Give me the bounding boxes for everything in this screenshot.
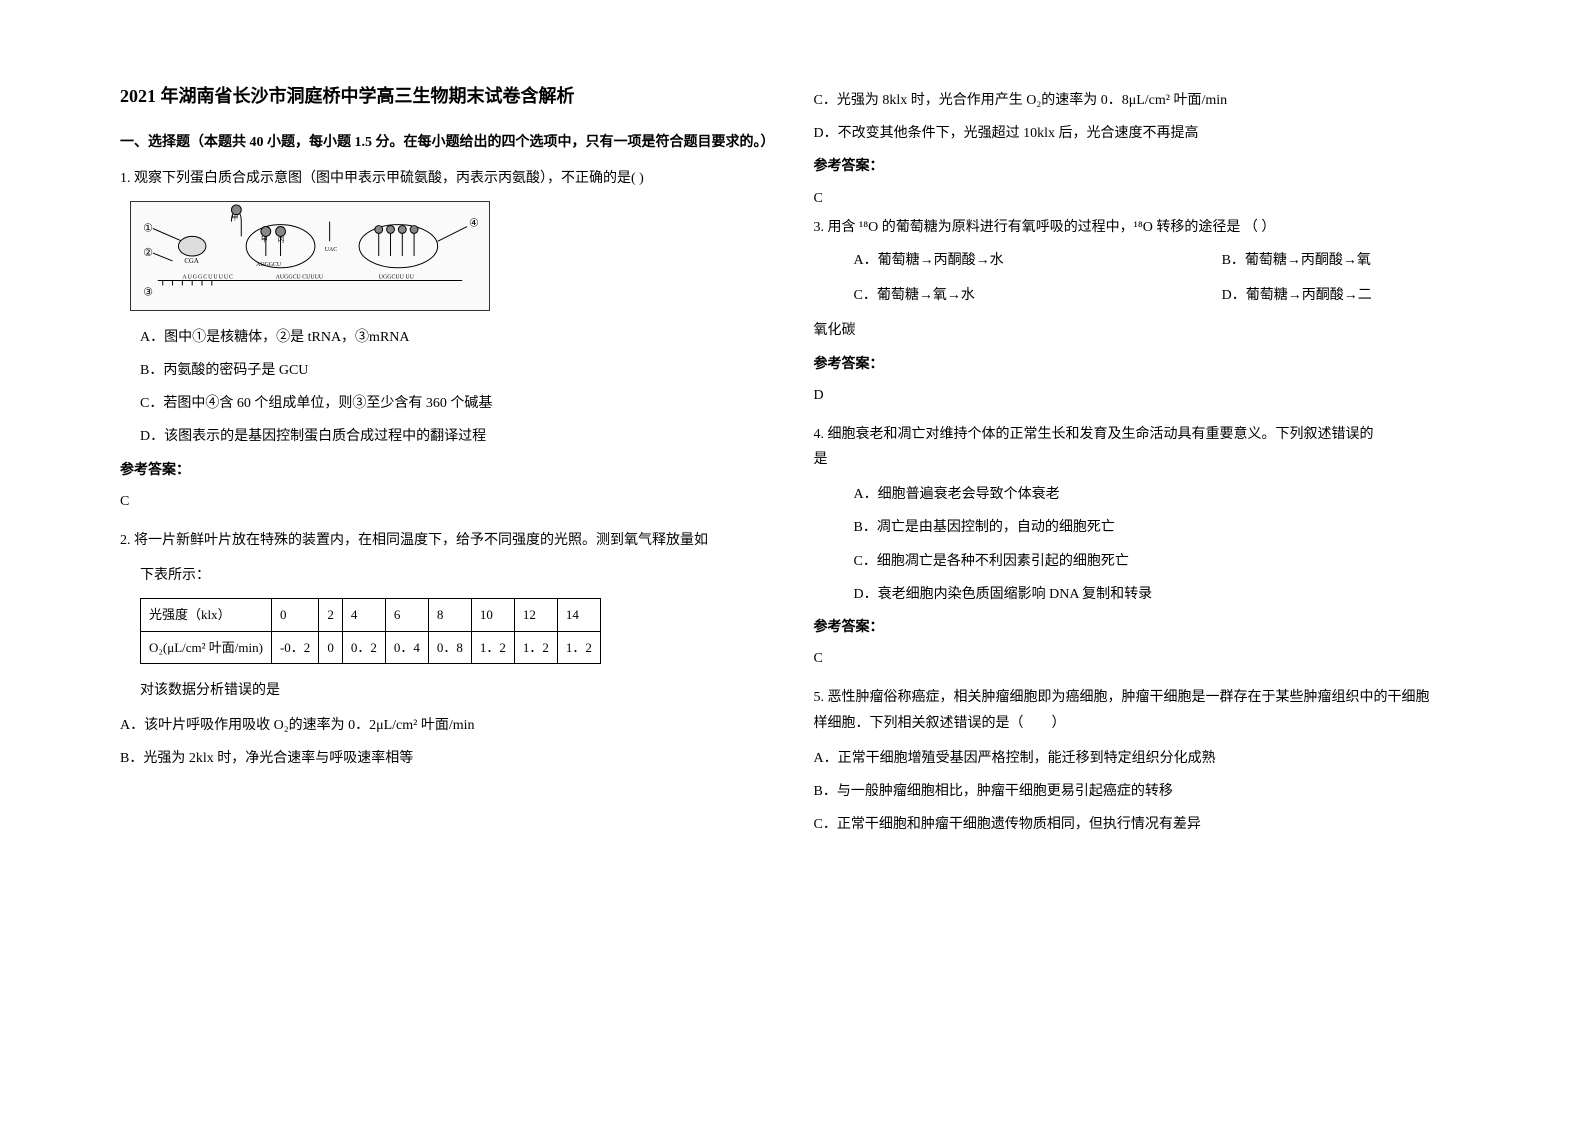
table-row: O₂(μL/cm² 叶面/min) -0．2 0 0．2 0．4 0．8 1．2… bbox=[141, 631, 601, 663]
table-cell: -0．2 bbox=[271, 631, 318, 663]
q4-text-2: 是 bbox=[814, 447, 1468, 472]
question-5: 5. 恶性肿瘤俗称癌症，相关肿瘤细胞即为癌细胞，肿瘤干细胞是一群存在于某些肿瘤组… bbox=[814, 685, 1468, 837]
table-cell: O₂(μL/cm² 叶面/min) bbox=[141, 631, 272, 663]
q1-option-d: D．该图表示的是基因控制蛋白质合成过程中的翻译过程 bbox=[140, 424, 774, 449]
question-4: 4. 细胞衰老和凋亡对维持个体的正常生长和发育及生命活动具有重要意义。下列叙述错… bbox=[814, 422, 1468, 672]
q2-answer: C bbox=[814, 186, 1468, 211]
table-cell: 2 bbox=[319, 599, 343, 631]
table-row: 光强度（klx） 0 2 4 6 8 10 12 14 bbox=[141, 599, 601, 631]
q1-option-a: A．图中①是核糖体，②是 tRNA，③mRNA bbox=[140, 325, 774, 350]
table-cell: 1．2 bbox=[514, 631, 557, 663]
svg-text:④: ④ bbox=[469, 217, 479, 229]
q1-text: 1. 观察下列蛋白质合成示意图（图中甲表示甲硫氨酸，丙表示丙氨酸），不正确的是(… bbox=[120, 166, 774, 191]
table-cell: 0．8 bbox=[428, 631, 471, 663]
table-cell: 6 bbox=[385, 599, 428, 631]
q3-option-c: C．葡萄糖→氧→水 bbox=[854, 283, 1222, 308]
svg-text:甲: 甲 bbox=[231, 213, 238, 221]
q2-option-b: B．光强为 2klx 时，净光合速率与呼吸速率相等 bbox=[120, 746, 774, 771]
q2-option-c: C．光强为 8klx 时，光合作用产生 O₂的速率为 0．8μL/cm² 叶面/… bbox=[814, 88, 1468, 113]
table-cell: 14 bbox=[557, 599, 600, 631]
question-1: 1. 观察下列蛋白质合成示意图（图中甲表示甲硫氨酸，丙表示丙氨酸），不正确的是(… bbox=[120, 166, 774, 514]
q4-option-c: C．细胞凋亡是各种不利因素引起的细胞死亡 bbox=[854, 549, 1468, 574]
question-3: 3. 用含 ¹⁸O 的葡萄糖为原料进行有氧呼吸的过程中，¹⁸O 转移的途径是 （… bbox=[814, 215, 1468, 408]
table-cell: 4 bbox=[342, 599, 385, 631]
q4-answer: C bbox=[814, 646, 1468, 671]
table-cell: 1．2 bbox=[557, 631, 600, 663]
q2-table: 光强度（klx） 0 2 4 6 8 10 12 14 O₂(μL/cm² 叶面… bbox=[140, 598, 601, 664]
svg-text:③: ③ bbox=[143, 286, 153, 298]
table-cell: 0．2 bbox=[342, 631, 385, 663]
q1-option-b: B．丙氨酸的密码子是 GCU bbox=[140, 358, 774, 383]
q5-option-a: A．正常干细胞增殖受基因严格控制，能迁移到特定组织分化成熟 bbox=[814, 746, 1468, 771]
q2-option-a: A．该叶片呼吸作用吸收 O₂的速率为 0．2μL/cm² 叶面/min bbox=[120, 713, 774, 738]
q2-text-1: 2. 将一片新鲜叶片放在特殊的装置内，在相同温度下，给予不同强度的光照。测到氧气… bbox=[120, 528, 774, 553]
q1-diagram: ① ② ③ CGA 甲 甲 丙 AUGGCU UAC bbox=[130, 201, 490, 311]
svg-text:丙: 丙 bbox=[278, 235, 285, 243]
q4-option-b: B．凋亡是由基因控制的，自动的细胞死亡 bbox=[854, 515, 1468, 540]
svg-text:AUGGCU: AUGGCU bbox=[256, 262, 282, 268]
left-column: 2021 年湖南省长沙市洞庭桥中学高三生物期末试卷含解析 一、选择题（本题共 4… bbox=[100, 80, 794, 1082]
q3-option-b: B．葡萄糖→丙酮酸→氧 bbox=[1222, 248, 1467, 273]
q3-row-2: C．葡萄糖→氧→水 D．葡萄糖→丙酮酸→二 bbox=[854, 283, 1468, 308]
svg-text:CGA: CGA bbox=[184, 258, 199, 265]
q3-text: 3. 用含 ¹⁸O 的葡萄糖为原料进行有氧呼吸的过程中，¹⁸O 转移的途径是 （… bbox=[814, 215, 1468, 240]
q2-option-d: D．不改变其他条件下，光强超过 10klx 后，光合速度不再提高 bbox=[814, 121, 1468, 146]
q1-option-c: C．若图中④含 60 个组成单位，则③至少含有 360 个碱基 bbox=[140, 391, 774, 416]
page-title: 2021 年湖南省长沙市洞庭桥中学高三生物期末试卷含解析 bbox=[120, 80, 774, 112]
q5-text-2: 样细胞．下列相关叙述错误的是（ ） bbox=[814, 711, 1468, 736]
q5-option-b: B．与一般肿瘤细胞相比，肿瘤干细胞更易引起癌症的转移 bbox=[814, 779, 1468, 804]
table-cell: 1．2 bbox=[471, 631, 514, 663]
table-cell: 0．4 bbox=[385, 631, 428, 663]
q1-answer-label: 参考答案： bbox=[120, 458, 774, 483]
q3-row-1: A．葡萄糖→丙酮酸→水 B．葡萄糖→丙酮酸→氧 bbox=[854, 248, 1468, 273]
q5-text-1: 5. 恶性肿瘤俗称癌症，相关肿瘤细胞即为癌细胞，肿瘤干细胞是一群存在于某些肿瘤组… bbox=[814, 685, 1468, 710]
svg-text:AUGGCUUUUC: AUGGCUUUUC bbox=[182, 274, 234, 280]
svg-text:①: ① bbox=[143, 222, 153, 234]
q4-answer-label: 参考答案： bbox=[814, 615, 1468, 640]
q5-option-c: C．正常干细胞和肿瘤干细胞遗传物质相同，但执行情况有差异 bbox=[814, 812, 1468, 837]
q3-option-d: D．葡萄糖→丙酮酸→二 bbox=[1222, 283, 1467, 308]
table-cell: 12 bbox=[514, 599, 557, 631]
question-2: 2. 将一片新鲜叶片放在特殊的装置内，在相同温度下，给予不同强度的光照。测到氧气… bbox=[120, 528, 774, 772]
right-column: C．光强为 8klx 时，光合作用产生 O₂的速率为 0．8μL/cm² 叶面/… bbox=[794, 80, 1488, 1082]
table-cell: 10 bbox=[471, 599, 514, 631]
q4-option-d: D．衰老细胞内染色质固缩影响 DNA 复制和转录 bbox=[854, 582, 1468, 607]
q1-answer: C bbox=[120, 489, 774, 514]
q4-option-a: A．细胞普遍衰老会导致个体衰老 bbox=[854, 482, 1468, 507]
table-cell: 光强度（klx） bbox=[141, 599, 272, 631]
q4-text-1: 4. 细胞衰老和凋亡对维持个体的正常生长和发育及生命活动具有重要意义。下列叙述错… bbox=[814, 422, 1468, 447]
svg-text:UGGCUU UU: UGGCUU UU bbox=[379, 274, 415, 280]
q2-note: 对该数据分析错误的是 bbox=[140, 678, 774, 703]
q3-option-a: A．葡萄糖→丙酮酸→水 bbox=[854, 248, 1222, 273]
svg-text:甲: 甲 bbox=[261, 235, 268, 243]
table-cell: 8 bbox=[428, 599, 471, 631]
table-cell: 0 bbox=[319, 631, 343, 663]
q2-answer-label: 参考答案： bbox=[814, 154, 1468, 179]
svg-text:AUGGCU CUUUU: AUGGCU CUUUU bbox=[276, 274, 324, 280]
table-cell: 0 bbox=[271, 599, 318, 631]
svg-text:UAC: UAC bbox=[325, 247, 337, 253]
svg-text:②: ② bbox=[143, 247, 153, 259]
section-1-header: 一、选择题（本题共 40 小题，每小题 1.5 分。在每小题给出的四个选项中，只… bbox=[120, 130, 774, 155]
q3-answer-label: 参考答案： bbox=[814, 352, 1468, 377]
q3-extra: 氧化碳 bbox=[814, 318, 1468, 343]
q2-text-2: 下表所示： bbox=[140, 563, 774, 588]
q3-answer: D bbox=[814, 383, 1468, 408]
